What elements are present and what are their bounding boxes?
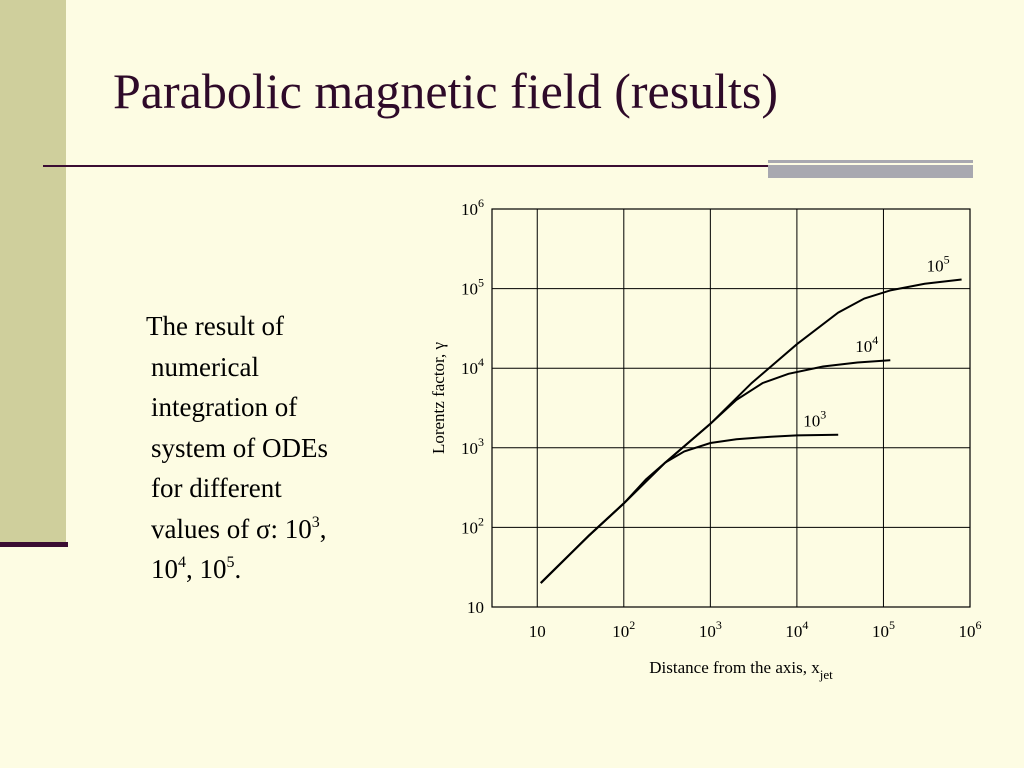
x-tick-label: 103 [699,618,722,641]
body-line: 104, 105. [146,549,396,590]
slide-title: Parabolic magnetic field (results) [113,63,779,119]
series-line-sigma-2 [540,359,891,584]
body-line: system of ODEs [151,432,328,463]
y-tick-label: 106 [461,196,484,219]
body-line: The result of [146,311,284,341]
y-tick-label: 102 [461,514,484,537]
x-axis-label: Distance from the axis, xjet [649,658,833,682]
body-line: numerical [151,351,259,382]
x-tick-label: 102 [612,618,635,641]
title-underline [43,165,783,167]
y-tick-label: 10 [467,598,484,617]
body-superscript: 5 [226,554,235,571]
body-superscript: 4 [178,554,186,571]
body-text-fragment: , 10 [186,554,227,584]
y-axis-label: Lorentz factor, γ [429,341,448,454]
series-label: 104 [855,333,878,356]
body-line: values of σ: 103, [146,509,396,550]
title-accent-bar [768,160,973,178]
series-line-sigma-3 [540,278,962,584]
body-superscript: 3 [311,513,320,531]
y-tick-label: 104 [461,355,484,378]
side-decoration-rule [0,542,68,547]
series-line-sigma-1 [540,433,839,584]
body-text-fragment: , [319,513,327,544]
x-tick-label: 106 [959,618,982,641]
series-label: 105 [927,253,950,276]
lorentz-factor-chart: 10 102 103 104 105 106 10 102 103 104 105 106 103 10… [429,196,982,682]
y-tick-label: 105 [461,276,484,299]
body-line: integration of [151,392,298,422]
plot-frame [491,208,971,608]
slide-body-text: The result of numerical integration of s… [146,306,396,590]
body-text-fragment: 10 [151,554,178,584]
side-decoration-strip [0,0,66,542]
x-tick-label: 10 [529,622,546,641]
y-tick-label: 103 [461,435,484,458]
body-text-fragment: values of σ: 10 [151,513,312,544]
x-tick-label: 104 [785,618,808,641]
series-label: 103 [803,408,826,431]
x-tick-label: 105 [872,618,895,641]
body-line: for different [151,473,282,503]
body-text-fragment: . [234,554,242,584]
